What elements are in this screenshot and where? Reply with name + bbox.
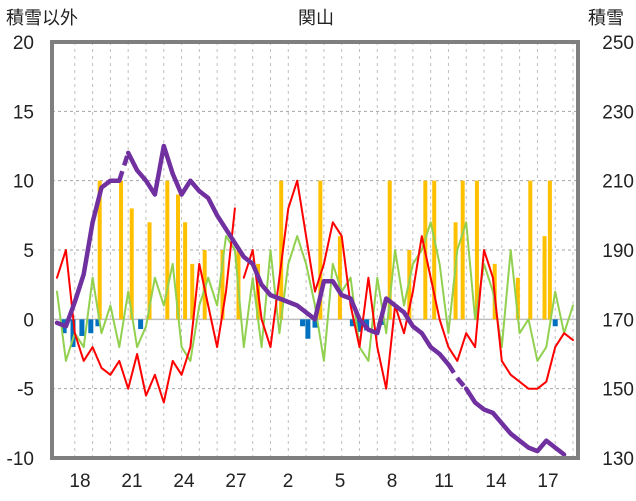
x-tick-label: 14 xyxy=(485,471,507,492)
precip-bar xyxy=(474,180,479,320)
precip-bar xyxy=(129,208,134,320)
left-tick-label: -5 xyxy=(17,380,34,401)
snowfall-bar xyxy=(95,319,101,327)
precip-bar xyxy=(542,236,547,320)
snowfall-bar xyxy=(380,319,386,325)
precip-bar xyxy=(165,180,170,320)
snowfall-bar xyxy=(349,319,355,327)
snow-depth-line xyxy=(125,143,451,367)
x-ticks: 18 21 24 27 2 5 8 11 14 17 xyxy=(69,471,558,492)
precip-bar xyxy=(460,180,465,320)
right-tick-label: 130 xyxy=(602,449,634,470)
precip-bar xyxy=(190,263,195,320)
snowfall-bar xyxy=(305,319,311,339)
precip-bar xyxy=(337,236,342,320)
snowfall-bar xyxy=(356,319,362,332)
snow-depth-line xyxy=(463,386,567,457)
precip-bar xyxy=(387,180,392,320)
x-tick-label: 17 xyxy=(537,471,558,492)
right-tick-label: 190 xyxy=(602,241,634,262)
precip-bar xyxy=(183,222,188,320)
left-tick-label: 5 xyxy=(23,241,34,262)
right-tick-label: 210 xyxy=(602,172,634,193)
snowfall-bar xyxy=(88,319,94,334)
snowfall-bar xyxy=(70,319,76,348)
left-tick-label: -10 xyxy=(7,449,34,470)
series-lines xyxy=(54,143,574,457)
right-tick-label: 230 xyxy=(602,102,634,123)
snow-depth-gap xyxy=(455,376,468,391)
x-tick-label: 2 xyxy=(283,471,294,492)
precip-bar xyxy=(528,180,533,320)
left-axis-label: 積雪以外 xyxy=(6,8,78,29)
temp-max-line xyxy=(242,179,574,390)
x-tick-label: 11 xyxy=(434,471,454,492)
precip-bar xyxy=(547,180,552,320)
plot-frame xyxy=(50,40,580,460)
left-tick-label: 0 xyxy=(23,310,34,331)
temp-min-line xyxy=(56,221,574,362)
right-axis-label: 積雪 xyxy=(588,8,624,29)
snow-depth-gap xyxy=(117,152,131,182)
x-tick-label: 5 xyxy=(335,471,346,492)
x-tick-label: 24 xyxy=(173,471,195,492)
precip-bar xyxy=(220,250,225,320)
precip-bar xyxy=(119,180,124,320)
x-tick-label: 27 xyxy=(225,471,246,492)
precip-bar xyxy=(147,222,152,320)
chart-title: 関山 xyxy=(298,8,334,29)
precip-bar xyxy=(279,180,284,320)
temp-max-line xyxy=(56,207,236,404)
left-tick-label: 15 xyxy=(13,102,34,123)
right-tick-label: 170 xyxy=(602,310,634,331)
precip-bar xyxy=(97,180,102,320)
left-tick-label: 20 xyxy=(13,33,34,54)
snow-depth-gap xyxy=(446,363,460,380)
x-tick-label: 18 xyxy=(69,471,90,492)
snowfall-bar xyxy=(300,319,306,327)
snowfall-bar xyxy=(552,319,558,327)
right-ticks: 250 230 210 190 170 150 130 xyxy=(602,33,634,470)
precip-bar xyxy=(318,180,323,320)
left-ticks: 20 15 10 5 0 -5 -10 xyxy=(7,33,34,470)
left-tick-label: 10 xyxy=(13,172,34,193)
x-tick-label: 21 xyxy=(121,471,142,492)
right-tick-label: 250 xyxy=(602,33,634,54)
snowfall-bar xyxy=(79,319,85,336)
snowfall-bar xyxy=(138,319,144,330)
right-tick-label: 150 xyxy=(602,380,634,401)
precip-bar xyxy=(515,277,520,320)
precip-bar xyxy=(432,180,437,320)
precip-bar xyxy=(175,194,180,320)
snow-depth-line xyxy=(54,178,122,329)
snowfall-bar xyxy=(312,319,318,328)
x-tick-label: 8 xyxy=(387,471,398,492)
